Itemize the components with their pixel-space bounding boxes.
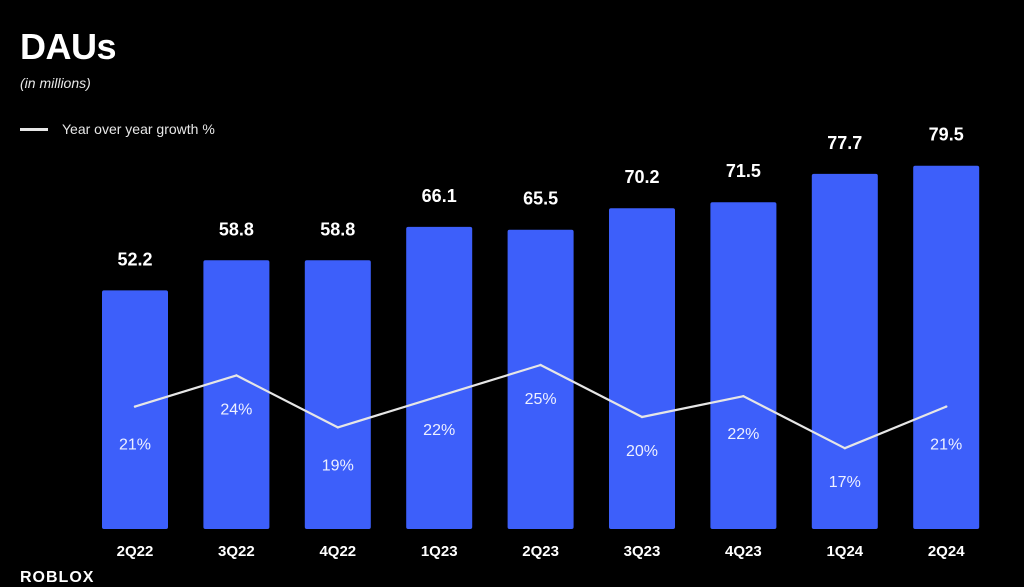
- bar-3Q22: [203, 260, 270, 529]
- x-tick-label-1Q23: 1Q23: [421, 543, 458, 560]
- bar-value-label-2Q24: 79.5: [929, 125, 964, 145]
- bar-value-label-4Q23: 71.5: [726, 161, 761, 181]
- bar-4Q23: [710, 202, 777, 529]
- bar-value-label-1Q23: 66.1: [422, 186, 457, 206]
- growth-label-2Q24: 21%: [930, 437, 962, 454]
- bar-2Q22: [102, 290, 168, 529]
- growth-label-4Q22: 19%: [322, 457, 354, 474]
- bar-4Q22: [304, 260, 371, 529]
- x-tick-label-3Q23: 3Q23: [624, 543, 661, 560]
- growth-point-1Q23: [438, 395, 441, 398]
- growth-label-3Q22: 24%: [220, 401, 252, 418]
- bar-value-label-2Q22: 52.2: [117, 249, 152, 269]
- bar-value-label-1Q24: 77.7: [827, 133, 862, 153]
- growth-label-2Q22: 21%: [119, 437, 151, 454]
- legend-line-label: Year over year growth %: [62, 121, 215, 137]
- x-tick-label-1Q24: 1Q24: [826, 543, 863, 560]
- bar-value-label-2Q23: 65.5: [523, 189, 558, 209]
- bar-value-label-3Q23: 70.2: [624, 167, 659, 187]
- bar-2Q24: [913, 165, 980, 529]
- x-tick-label-4Q23: 4Q23: [725, 543, 762, 560]
- bar-value-label-3Q22: 58.8: [219, 219, 254, 239]
- growth-label-1Q24: 17%: [829, 474, 861, 491]
- bar-value-label-4Q22: 58.8: [320, 219, 355, 239]
- roblox-logo: ROBLOX: [20, 569, 95, 586]
- growth-point-1Q24: [843, 447, 846, 450]
- growth-point-2Q22: [133, 405, 137, 408]
- labels-layer: 52.2 2Q22 21% 58.8 3Q22 24% 58.8 4Q22 19% 66.1 1Q2…: [117, 125, 966, 560]
- growth-line-layer: [133, 363, 948, 450]
- bar-1Q23: [406, 226, 473, 529]
- legend-line-swatch: [20, 127, 48, 131]
- x-tick-label-2Q24: 2Q24: [928, 543, 965, 560]
- x-tick-label-2Q22: 2Q22: [117, 543, 154, 560]
- growth-label-1Q23: 22%: [423, 422, 455, 439]
- legend: Year over year growth %: [20, 121, 215, 137]
- growth-label-4Q23: 22%: [727, 426, 759, 443]
- chart-title: DAUs: [20, 26, 117, 67]
- x-tick-label-4Q22: 4Q22: [319, 543, 356, 560]
- growth-point-4Q23: [742, 395, 745, 398]
- chart-subtitle: (in millions): [20, 75, 91, 91]
- x-tick-label-3Q22: 3Q22: [218, 543, 255, 560]
- bar-2Q23: [507, 229, 574, 529]
- x-tick-label-2Q23: 2Q23: [522, 543, 559, 560]
- bar-3Q23: [609, 208, 675, 529]
- bars-layer: [102, 165, 980, 529]
- growth-point-3Q22: [235, 374, 238, 377]
- growth-point-4Q22: [336, 426, 339, 429]
- growth-point-3Q23: [640, 415, 644, 419]
- growth-point-2Q24: [945, 405, 948, 408]
- growth-label-2Q23: 25%: [525, 391, 557, 408]
- growth-point-2Q23: [539, 363, 542, 367]
- growth-label-3Q23: 20%: [626, 443, 658, 460]
